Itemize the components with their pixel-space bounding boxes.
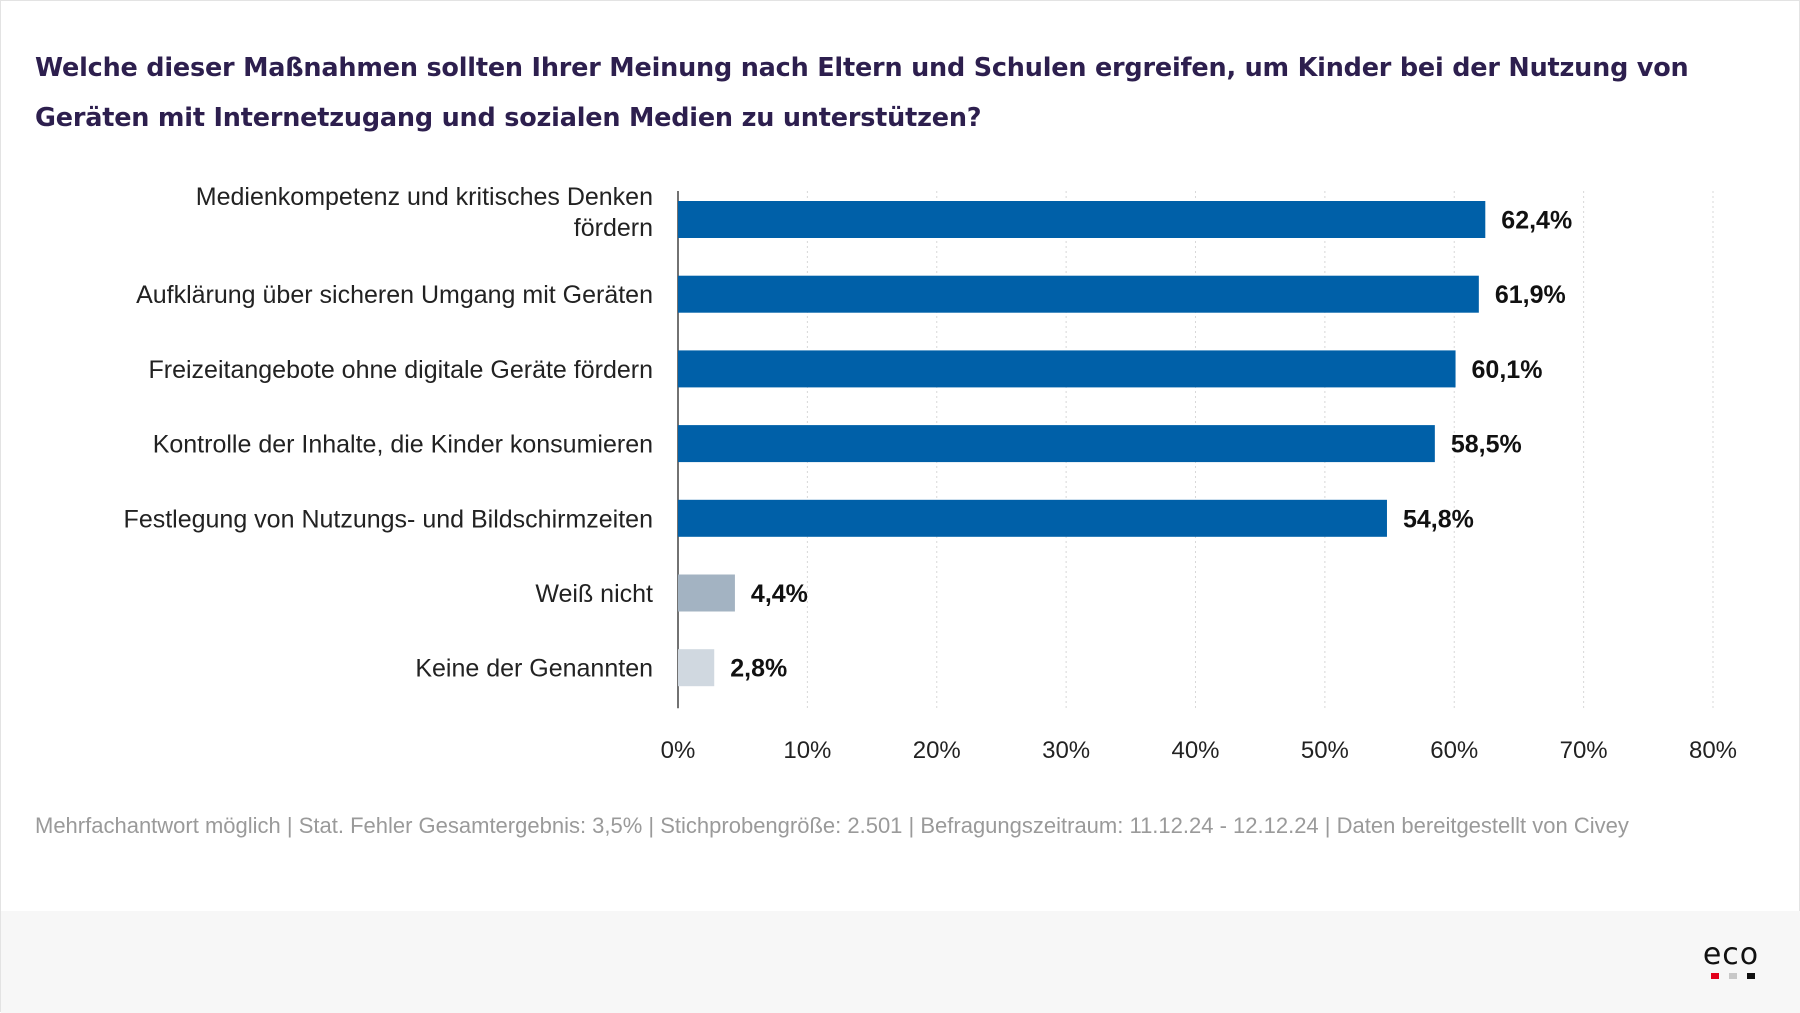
bar [678,275,1479,313]
value-label: 58,5% [1451,431,1522,459]
logo-dot-red [1711,973,1719,979]
x-tick-label: 60% [1430,737,1478,764]
x-tick-label: 0% [661,737,696,764]
bar [678,499,1387,537]
x-tick-label: 30% [1042,737,1090,764]
value-label: 54,8% [1403,505,1474,533]
bar [678,425,1435,463]
category-label: Medienkompetenz und kritisches Denken för… [196,183,653,242]
footnote: Mehrfachantwort möglich | Stat. Fehler G… [35,813,1629,838]
value-label: 2,8% [730,655,787,683]
x-tick-label: 40% [1171,737,1219,764]
bar [678,574,735,612]
eco-logo: eco [1691,939,1771,999]
x-tick-label: 10% [783,737,831,764]
x-tick-label: 80% [1689,737,1737,764]
category-label: Aufklärung über sicheren Umgang mit Gerä… [136,281,653,309]
value-label: 61,9% [1495,281,1566,309]
value-label: 62,4% [1501,207,1572,235]
category-label: Weiß nicht [535,580,653,608]
bar-chart: 0% 10% 20% 30% 40% 50% 60% 70% 80% Medienkompeten… [124,183,1737,764]
logo-dots [1711,973,1755,981]
x-tick-label: 50% [1301,737,1349,764]
value-label: 4,4% [751,580,808,608]
footer-bar [1,911,1800,1013]
bar [678,649,715,687]
category-label: Freizeitangebote ohne digitale Geräte fö… [149,356,654,384]
logo-dot-grey [1729,973,1737,979]
category-label: Kontrolle der Inhalte, die Kinder konsum… [153,431,653,459]
logo-text: eco [1702,937,1760,972]
logo-dot-black [1747,973,1755,979]
bar [678,350,1456,388]
value-label: 60,1% [1472,356,1543,384]
category-label: Keine der Genannten [415,655,653,683]
bar [678,201,1486,238]
x-tick-label: 70% [1560,737,1608,764]
chart-title: Welche dieser Maßnahmen sollten Ihrer Me… [35,53,1689,133]
category-label: Festlegung von Nutzungs- und Bildschirmz… [124,505,653,533]
x-tick-label: 20% [913,737,961,764]
